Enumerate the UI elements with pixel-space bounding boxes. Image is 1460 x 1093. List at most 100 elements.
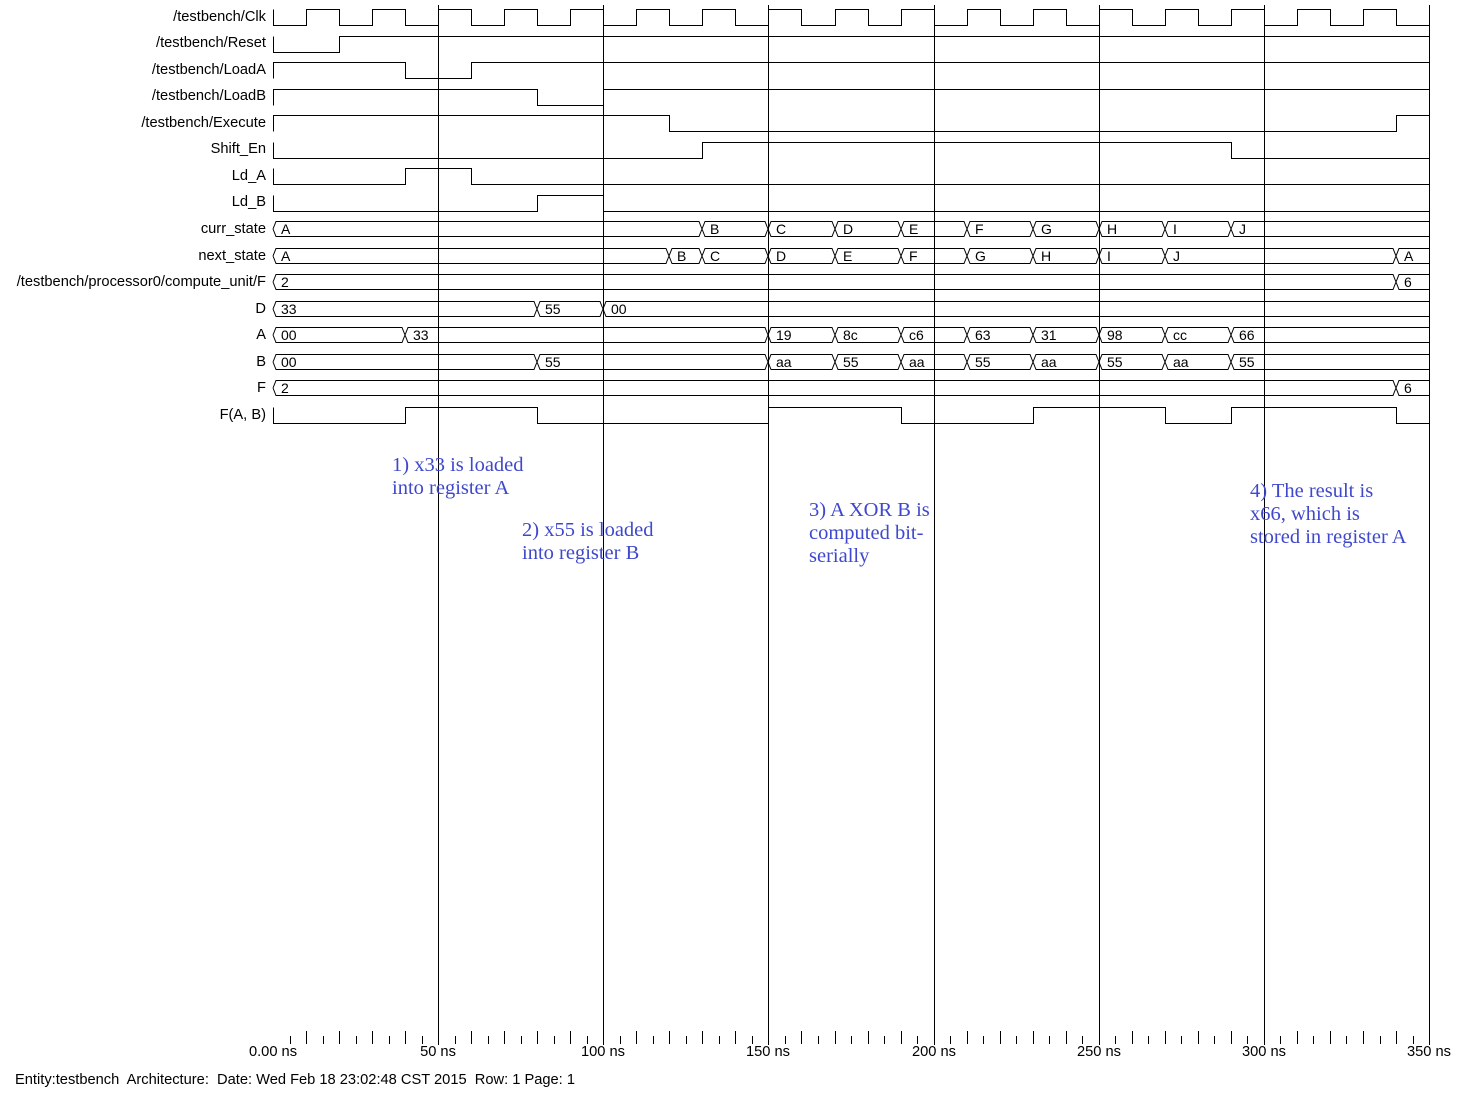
waveform-line	[273, 195, 1429, 212]
annotation-line: 1) x33 is loaded	[392, 454, 524, 476]
signal-label-b: B	[256, 353, 266, 370]
bus-value: 2	[281, 274, 289, 290]
annotation-load-b: 2) x55 is loaded into register B	[522, 519, 654, 565]
waveform-trace	[273, 89, 1429, 106]
signal-label-loada: /testbench/LoadA	[151, 61, 266, 78]
bus-segment	[404, 327, 769, 343]
time-tick-label: 200 ns	[912, 1044, 956, 1060]
bus-segment	[1098, 221, 1166, 237]
bus-segment	[1098, 248, 1166, 264]
time-grid	[438, 5, 1430, 1045]
waveform-line	[273, 9, 1430, 26]
waveform-line	[273, 62, 1429, 79]
bus-value: 31	[1041, 327, 1057, 343]
bus-segment	[272, 274, 1397, 290]
waveform-line	[273, 168, 1429, 185]
bus-segment	[966, 327, 1034, 343]
bus-value: 00	[611, 301, 627, 317]
bus-value: 33	[281, 301, 297, 317]
bus-segment	[767, 354, 836, 370]
bus-value: 55	[1107, 354, 1123, 370]
bus-segment	[272, 327, 406, 343]
annotation-line: into register A	[392, 477, 510, 499]
bus-value: 00	[281, 354, 297, 370]
bus-segment	[1098, 354, 1166, 370]
bus-value: C	[710, 248, 720, 264]
bus-segment	[900, 327, 968, 343]
bus-value: D	[843, 221, 853, 237]
bus-value: 2	[281, 380, 289, 396]
bus-value: G	[975, 248, 986, 264]
bus-value: cc	[1173, 327, 1187, 343]
bus-value: J	[1239, 221, 1246, 237]
signal-label-reset: /testbench/Reset	[156, 35, 266, 52]
bus-segment	[1230, 354, 1429, 370]
annotation-xor-compute: 3) A XOR B is computed bit- serially	[809, 499, 930, 568]
bus-segment	[834, 327, 902, 343]
time-tick-label: 0.00 ns	[249, 1044, 297, 1060]
bus-value: 55	[843, 354, 859, 370]
waveform-trace	[273, 9, 1430, 26]
bus-value: 66	[1239, 327, 1255, 343]
bus-segment	[834, 248, 902, 264]
waveform-trace: 00 55 aa 55 aa 55 aa 55 aa 55	[272, 354, 1429, 370]
waveform-trace: A B C D E F G H I J	[272, 221, 1429, 237]
bus-segment	[1032, 327, 1100, 343]
bus-segment	[272, 221, 703, 237]
print-footer: Entity:testbench Architecture: Date: Wed…	[15, 1072, 575, 1088]
bus-value: 6	[1404, 380, 1412, 396]
bus-segment	[1230, 221, 1429, 237]
bus-value: H	[1041, 248, 1051, 264]
bus-segment	[1395, 274, 1429, 290]
annotation-line: computed bit-	[809, 522, 924, 544]
bus-segment	[536, 354, 769, 370]
bus-segment	[1164, 327, 1232, 343]
annotation-load-a: 1) x33 is loaded into register A	[392, 454, 524, 500]
bus-value: I	[1173, 221, 1177, 237]
bus-segment	[900, 221, 968, 237]
annotation-line: 2) x55 is loaded	[522, 519, 654, 541]
signal-label-a: A	[256, 327, 266, 344]
bus-segment	[966, 354, 1034, 370]
bus-segment	[1032, 248, 1100, 264]
annotation-line: x66, which is	[1250, 503, 1360, 525]
waveform-line	[273, 89, 1429, 106]
bus-value: aa	[1173, 354, 1189, 370]
bus-segment	[602, 301, 1429, 317]
bus-segment	[900, 354, 968, 370]
annotation-line: 4) The result is	[1250, 480, 1374, 502]
bus-segment	[966, 248, 1034, 264]
waveform-trace	[273, 195, 1429, 212]
bus-value: F	[975, 221, 984, 237]
signal-label-f: F	[257, 380, 266, 397]
time-tick-label: 50 ns	[420, 1044, 456, 1060]
bus-value: A	[281, 248, 291, 264]
signal-label-clk: /testbench/Clk	[173, 8, 266, 25]
waveform-trace	[273, 115, 1429, 132]
bus-segment	[900, 248, 968, 264]
bus-value: 8c	[843, 327, 858, 343]
bus-segment	[767, 248, 836, 264]
bus-value: 98	[1107, 327, 1123, 343]
bus-segment	[272, 354, 538, 370]
waveform-line	[273, 115, 1429, 132]
signal-label-f-a-b: F(A, B)	[219, 406, 266, 423]
waveform-line	[273, 142, 1429, 159]
waveform-trace	[273, 407, 1429, 424]
bus-segment	[701, 248, 769, 264]
bus-segment	[1395, 380, 1429, 396]
bus-value: B	[677, 248, 686, 264]
bus-segment	[1032, 221, 1100, 237]
signal-label-d: D	[255, 300, 266, 317]
time-tick-label: 100 ns	[581, 1044, 625, 1060]
bus-value: E	[909, 221, 918, 237]
waveform-trace: 33 55 00	[272, 301, 1429, 317]
bus-value: 6	[1404, 274, 1412, 290]
bus-value: 55	[1239, 354, 1255, 370]
signal-label-curr-state: curr_state	[200, 220, 266, 237]
signal-label-next-state: next_state	[198, 247, 266, 264]
time-axis-ticks	[290, 1031, 1414, 1044]
waveform-line	[273, 407, 1429, 424]
